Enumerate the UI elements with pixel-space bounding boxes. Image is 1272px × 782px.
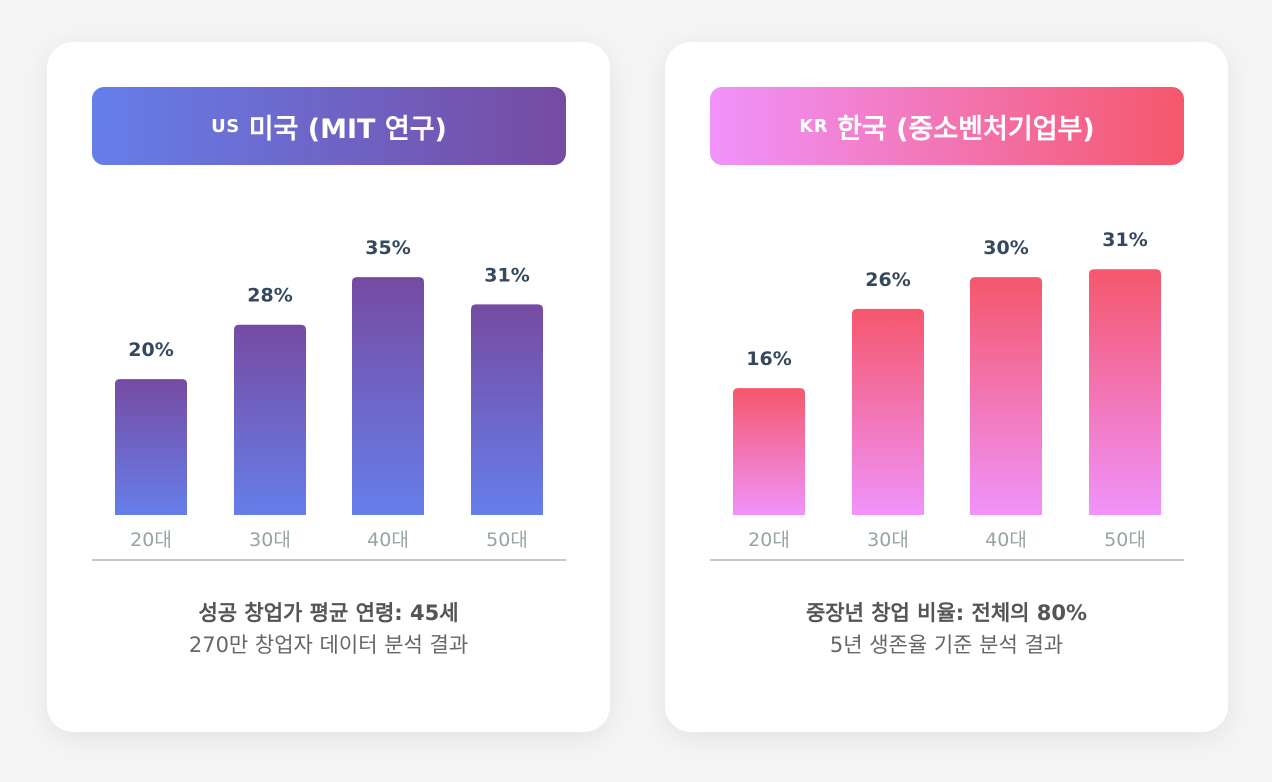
kr-value-label: 31% xyxy=(1102,229,1147,251)
kr-card-header: KR 한국 (중소벤처기업부) xyxy=(710,87,1184,165)
us-bar-30대 xyxy=(234,324,306,515)
kr-category-label: 20대 xyxy=(748,529,790,551)
us-bar-20대 xyxy=(115,379,187,515)
kr-bar-50대 xyxy=(1089,269,1161,515)
us-card-header: US 미국 (MIT 연구) xyxy=(92,87,566,165)
us-summary-sub: 270만 창업자 데이터 분석 결과 xyxy=(188,633,469,657)
us-bar-50대 xyxy=(471,304,543,515)
kr-category-label: 30대 xyxy=(867,529,909,551)
us-card-title: 미국 (MIT 연구) xyxy=(248,113,447,145)
us-age-bar-chart: 20% 20대 28% 30대 35% 40대 31% 50대 xyxy=(92,237,566,561)
kr-summary-sub: 5년 생존율 기준 분석 결과 xyxy=(829,633,1064,657)
kr-bar-30대 xyxy=(852,308,924,515)
us-flag-icon: US xyxy=(211,115,240,137)
kr-card-title: 한국 (중소벤처기업부) xyxy=(837,113,1095,145)
kr-category-label: 50대 xyxy=(1104,529,1146,551)
kr-age-bar-chart: 16% 20대 26% 30대 30% 40대 31% 50대 xyxy=(710,229,1184,561)
kr-category-label: 40대 xyxy=(985,529,1027,551)
us-value-label: 31% xyxy=(484,264,529,286)
kr-bar-20대 xyxy=(733,388,805,515)
us-category-label: 30대 xyxy=(249,529,291,551)
us-value-label: 35% xyxy=(365,237,410,259)
us-category-label: 50대 xyxy=(486,529,528,551)
kr-value-label: 30% xyxy=(983,237,1028,259)
kr-value-label: 26% xyxy=(865,269,910,291)
kr-value-label: 16% xyxy=(746,348,791,370)
kr-summary-main: 중장년 창업 비율: 전체의 80% xyxy=(805,601,1088,625)
kr-flag-icon: KR xyxy=(799,115,829,137)
kr-bar-40대 xyxy=(970,277,1042,515)
us-card: US 미국 (MIT 연구) 20% 20대 28% 30대 35% 40대 31% 50대 … xyxy=(47,42,610,732)
us-bar-40대 xyxy=(352,277,424,515)
kr-summary: 중장년 창업 비율: 전체의 80% 5년 생존율 기준 분석 결과 xyxy=(665,597,1228,661)
us-value-label: 28% xyxy=(247,285,292,307)
us-category-label: 20대 xyxy=(130,529,172,551)
us-value-label: 20% xyxy=(128,339,173,361)
us-category-label: 40대 xyxy=(367,529,409,551)
kr-card: KR 한국 (중소벤처기업부) 16% 20대 26% 30대 30% 40대 31% 50대… xyxy=(665,42,1228,732)
us-summary: 성공 창업가 평균 연령: 45세 270만 창업자 데이터 분석 결과 xyxy=(47,597,610,661)
us-summary-main: 성공 창업가 평균 연령: 45세 xyxy=(198,601,459,625)
